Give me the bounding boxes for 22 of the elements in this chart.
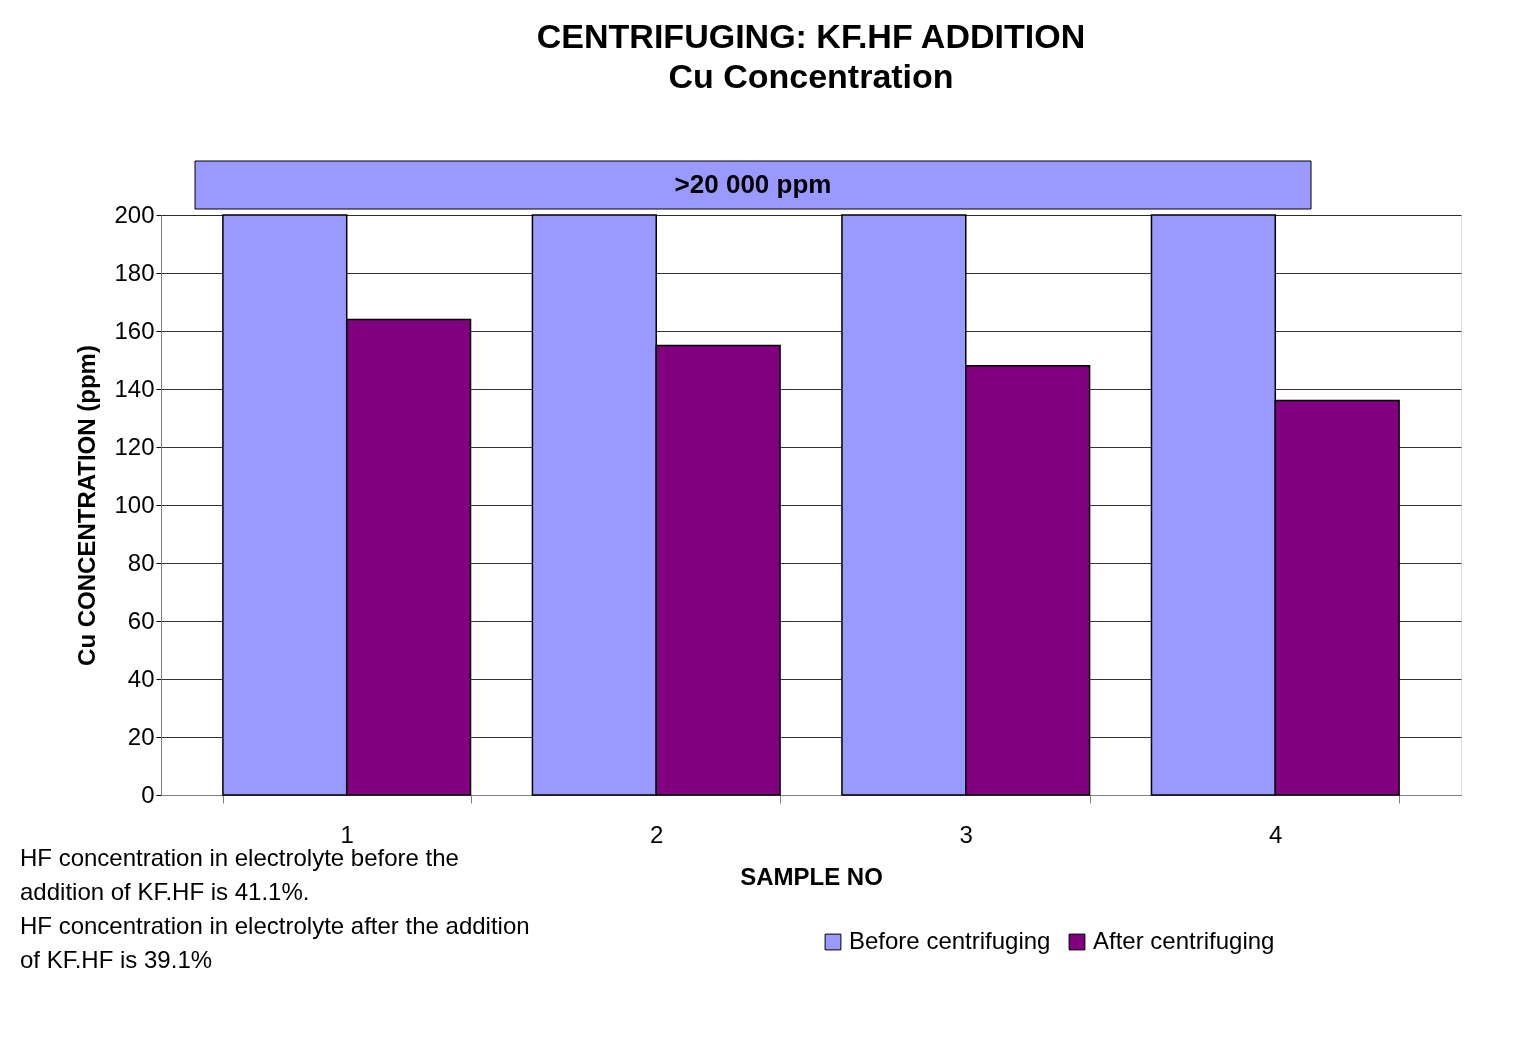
x-tick-label: 3 xyxy=(959,820,973,848)
x-tick-label: 2 xyxy=(650,820,664,848)
text: HF concentration in electrolyte after the addition of KF.HF is 39.1% xyxy=(20,912,530,973)
y-tick-label: 180 xyxy=(114,258,155,286)
y-tick-label: 160 xyxy=(114,316,155,344)
y-tick-label: 80 xyxy=(127,548,155,576)
y-tick-label: 200 xyxy=(114,200,155,228)
y-tick-label: 0 xyxy=(141,780,155,808)
chart-subtitle: Cu Concentration xyxy=(668,56,954,95)
x-tick-label: 4 xyxy=(1269,820,1283,848)
text: >20 000 ppm xyxy=(674,169,832,199)
y-axis-title: Cu CONCENTRATION (ppm) xyxy=(73,345,101,666)
y-tick-label: 140 xyxy=(114,374,155,402)
legend-label: After centrifuging xyxy=(1093,927,1275,954)
y-tick-label: 20 xyxy=(127,722,155,750)
y-tick-label: 60 xyxy=(127,606,155,634)
y-tick-label: 40 xyxy=(127,664,155,692)
chart-title: CENTRIFUGING: KF.HF ADDITION xyxy=(536,16,1086,55)
y-tick-label: 100 xyxy=(114,490,155,518)
y-tick-label: 120 xyxy=(114,432,155,460)
legend-label: Before centrifuging xyxy=(849,927,1051,954)
x-axis-title: SAMPLE NO xyxy=(740,862,883,890)
